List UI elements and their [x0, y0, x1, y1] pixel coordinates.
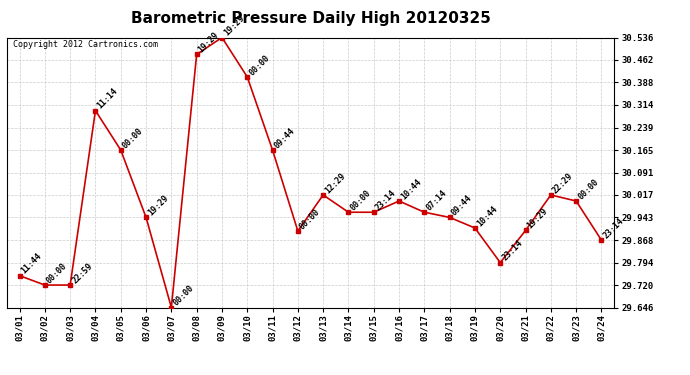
Text: 23:14: 23:14	[500, 238, 524, 262]
Text: 22:29: 22:29	[551, 171, 575, 195]
Text: 10:44: 10:44	[399, 177, 423, 201]
Text: Barometric Pressure Daily High 20120325: Barometric Pressure Daily High 20120325	[130, 11, 491, 26]
Text: 00:00: 00:00	[121, 126, 145, 150]
Text: 23:14: 23:14	[374, 188, 398, 212]
Text: 07:14: 07:14	[424, 188, 448, 212]
Text: 09:44: 09:44	[450, 194, 474, 217]
Text: 10:44: 10:44	[475, 204, 499, 228]
Text: 00:00: 00:00	[247, 53, 271, 77]
Text: 23:14: 23:14	[602, 216, 626, 240]
Text: 19:29: 19:29	[222, 13, 246, 38]
Text: 00:00: 00:00	[45, 261, 69, 285]
Text: 19:29: 19:29	[526, 206, 550, 231]
Text: 00:00: 00:00	[348, 188, 373, 212]
Text: 09:44: 09:44	[273, 126, 297, 150]
Text: 12:29: 12:29	[323, 171, 347, 195]
Text: 19:29: 19:29	[197, 30, 221, 54]
Text: 00:00: 00:00	[298, 207, 322, 231]
Text: 11:14: 11:14	[95, 87, 119, 111]
Text: 11:44: 11:44	[19, 252, 43, 276]
Text: 00:00: 00:00	[171, 284, 195, 308]
Text: 00:00: 00:00	[576, 177, 600, 201]
Text: 22:59: 22:59	[70, 261, 95, 285]
Text: 19:29: 19:29	[146, 194, 170, 217]
Text: Copyright 2012 Cartronics.com: Copyright 2012 Cartronics.com	[13, 40, 158, 49]
